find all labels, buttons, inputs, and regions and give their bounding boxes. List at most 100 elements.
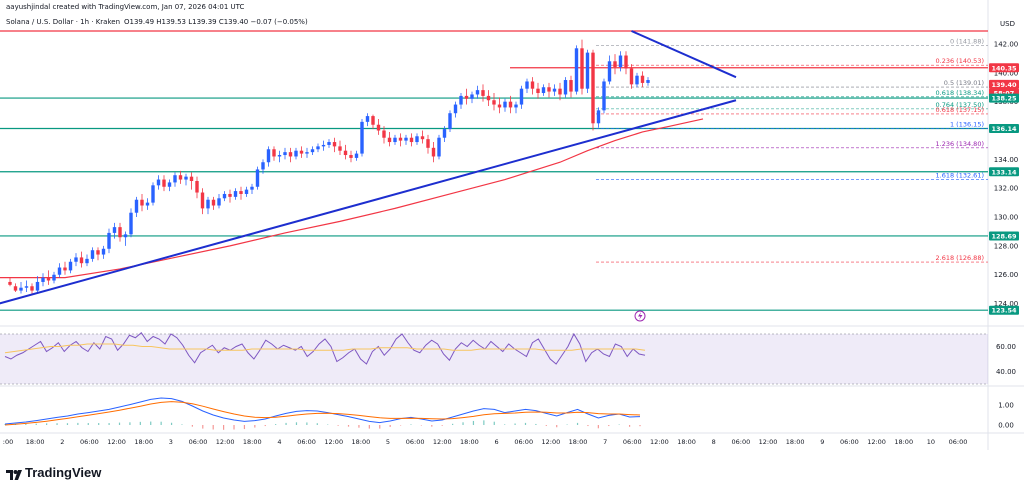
price-tag (989, 231, 1019, 241)
resistance-trendline (631, 30, 737, 79)
macd-histogram-bar (98, 423, 100, 425)
candle (79, 257, 84, 264)
candle (255, 169, 260, 187)
macd-histogram-bar (316, 423, 318, 425)
macd-histogram-bar (56, 423, 58, 425)
candle (415, 136, 419, 143)
time-axis-tick: 12:00 (867, 438, 886, 446)
candle (459, 95, 463, 105)
macd-histogram-bar (46, 423, 48, 425)
price-tag-label: 58:07 (994, 90, 1015, 98)
candle (250, 186, 254, 190)
time-axis-tick: 18:00 (677, 438, 696, 446)
macd-histogram-bar (181, 424, 183, 425)
candle (63, 267, 67, 271)
candle (19, 287, 23, 291)
candle (552, 88, 557, 92)
time-axis-tick: 06:00 (406, 438, 425, 446)
candle (376, 124, 381, 131)
symbol-line: Solana / U.S. Dollar · 1h · Kraken O139.4… (6, 18, 308, 26)
price-tag (989, 123, 1019, 133)
candle (558, 88, 562, 95)
macd-histogram-bar (243, 425, 246, 430)
candle (585, 52, 590, 89)
time-axis-tick: 18:00 (786, 438, 805, 446)
macd-histogram-bar (66, 423, 69, 425)
fib-label-2: 0.5 (139.01) (944, 79, 984, 87)
price-axis-tick: 142.00 (994, 40, 1019, 48)
candle (277, 155, 282, 157)
time-axis-tick: 12:00 (541, 438, 560, 446)
rsi-line (4, 332, 646, 365)
candle (305, 152, 309, 154)
macd-histogram-bar (535, 423, 537, 425)
candle (602, 81, 606, 111)
price-tag-label: 133.14 (991, 168, 1017, 176)
candle (365, 116, 370, 122)
candle (178, 175, 183, 180)
macd-histogram-bar (545, 425, 547, 426)
lightning-icon[interactable] (634, 310, 646, 322)
candle (46, 277, 51, 281)
macd-histogram-bar (587, 425, 589, 427)
time-axis-tick: 9 (820, 438, 824, 446)
macd-histogram-bar (118, 422, 121, 425)
candle (327, 142, 331, 145)
time-axis-tick: 12:00 (216, 438, 235, 446)
macd-histogram-bar (389, 425, 391, 427)
candle (90, 250, 95, 259)
candle (618, 55, 623, 68)
candle (503, 101, 507, 108)
time-axis-tick: 7 (603, 438, 607, 446)
candle (470, 94, 474, 99)
tradingview-logo: TradingView (6, 465, 101, 480)
macd-histogram-bar (25, 423, 27, 425)
candle (206, 199, 210, 209)
price-axis-tick: 128.00 (994, 242, 1019, 250)
candle (437, 137, 441, 157)
macd-histogram-bar (410, 424, 412, 425)
currency-label: USD (1000, 20, 1015, 28)
candle (475, 90, 480, 95)
candle (332, 142, 337, 147)
time-axis-tick: 12:00 (433, 438, 452, 446)
time-axis-tick: 06:00 (80, 438, 99, 446)
tradingview-logo-text: TradingView (25, 465, 102, 480)
macd-histogram-bar (233, 425, 235, 430)
candle (101, 248, 106, 255)
candle (519, 88, 524, 105)
candle (244, 189, 249, 194)
candle (211, 199, 216, 206)
price-axis-tick: 132.00 (994, 185, 1019, 193)
candle (272, 149, 276, 157)
candle (398, 137, 403, 141)
macd-histogram-bar (285, 422, 287, 425)
candle (354, 153, 359, 158)
macd-histogram-bar (87, 423, 89, 425)
macd-histogram-bar (399, 425, 402, 426)
macd-histogram-bar (77, 422, 79, 425)
candle (195, 180, 199, 193)
time-axis-tick: 18:00 (894, 438, 913, 446)
candle (547, 87, 551, 92)
time-axis-tick: 18:00 (460, 438, 479, 446)
macd-histogram-bar (483, 420, 485, 425)
macd-signal-line (4, 401, 641, 426)
price-tag-label: 139.40 (991, 81, 1017, 89)
macd-histogram-bar (347, 425, 350, 427)
macd-histogram-bar (212, 425, 214, 430)
macd-histogram-bar (160, 421, 162, 425)
macd-histogram-bar (306, 422, 308, 425)
time-axis-tick: 06:00 (731, 438, 750, 446)
time-axis-tick: 12:00 (759, 438, 778, 446)
macd-histogram-bar (431, 425, 433, 427)
candle (151, 185, 155, 203)
time-axis-tick: 06:00 (840, 438, 859, 446)
candle (294, 150, 298, 157)
time-axis-tick: 12:00 (324, 438, 343, 446)
price-tag (989, 63, 1019, 73)
candle (525, 81, 529, 89)
candle (591, 52, 595, 124)
macd-histogram-bar (576, 422, 579, 425)
